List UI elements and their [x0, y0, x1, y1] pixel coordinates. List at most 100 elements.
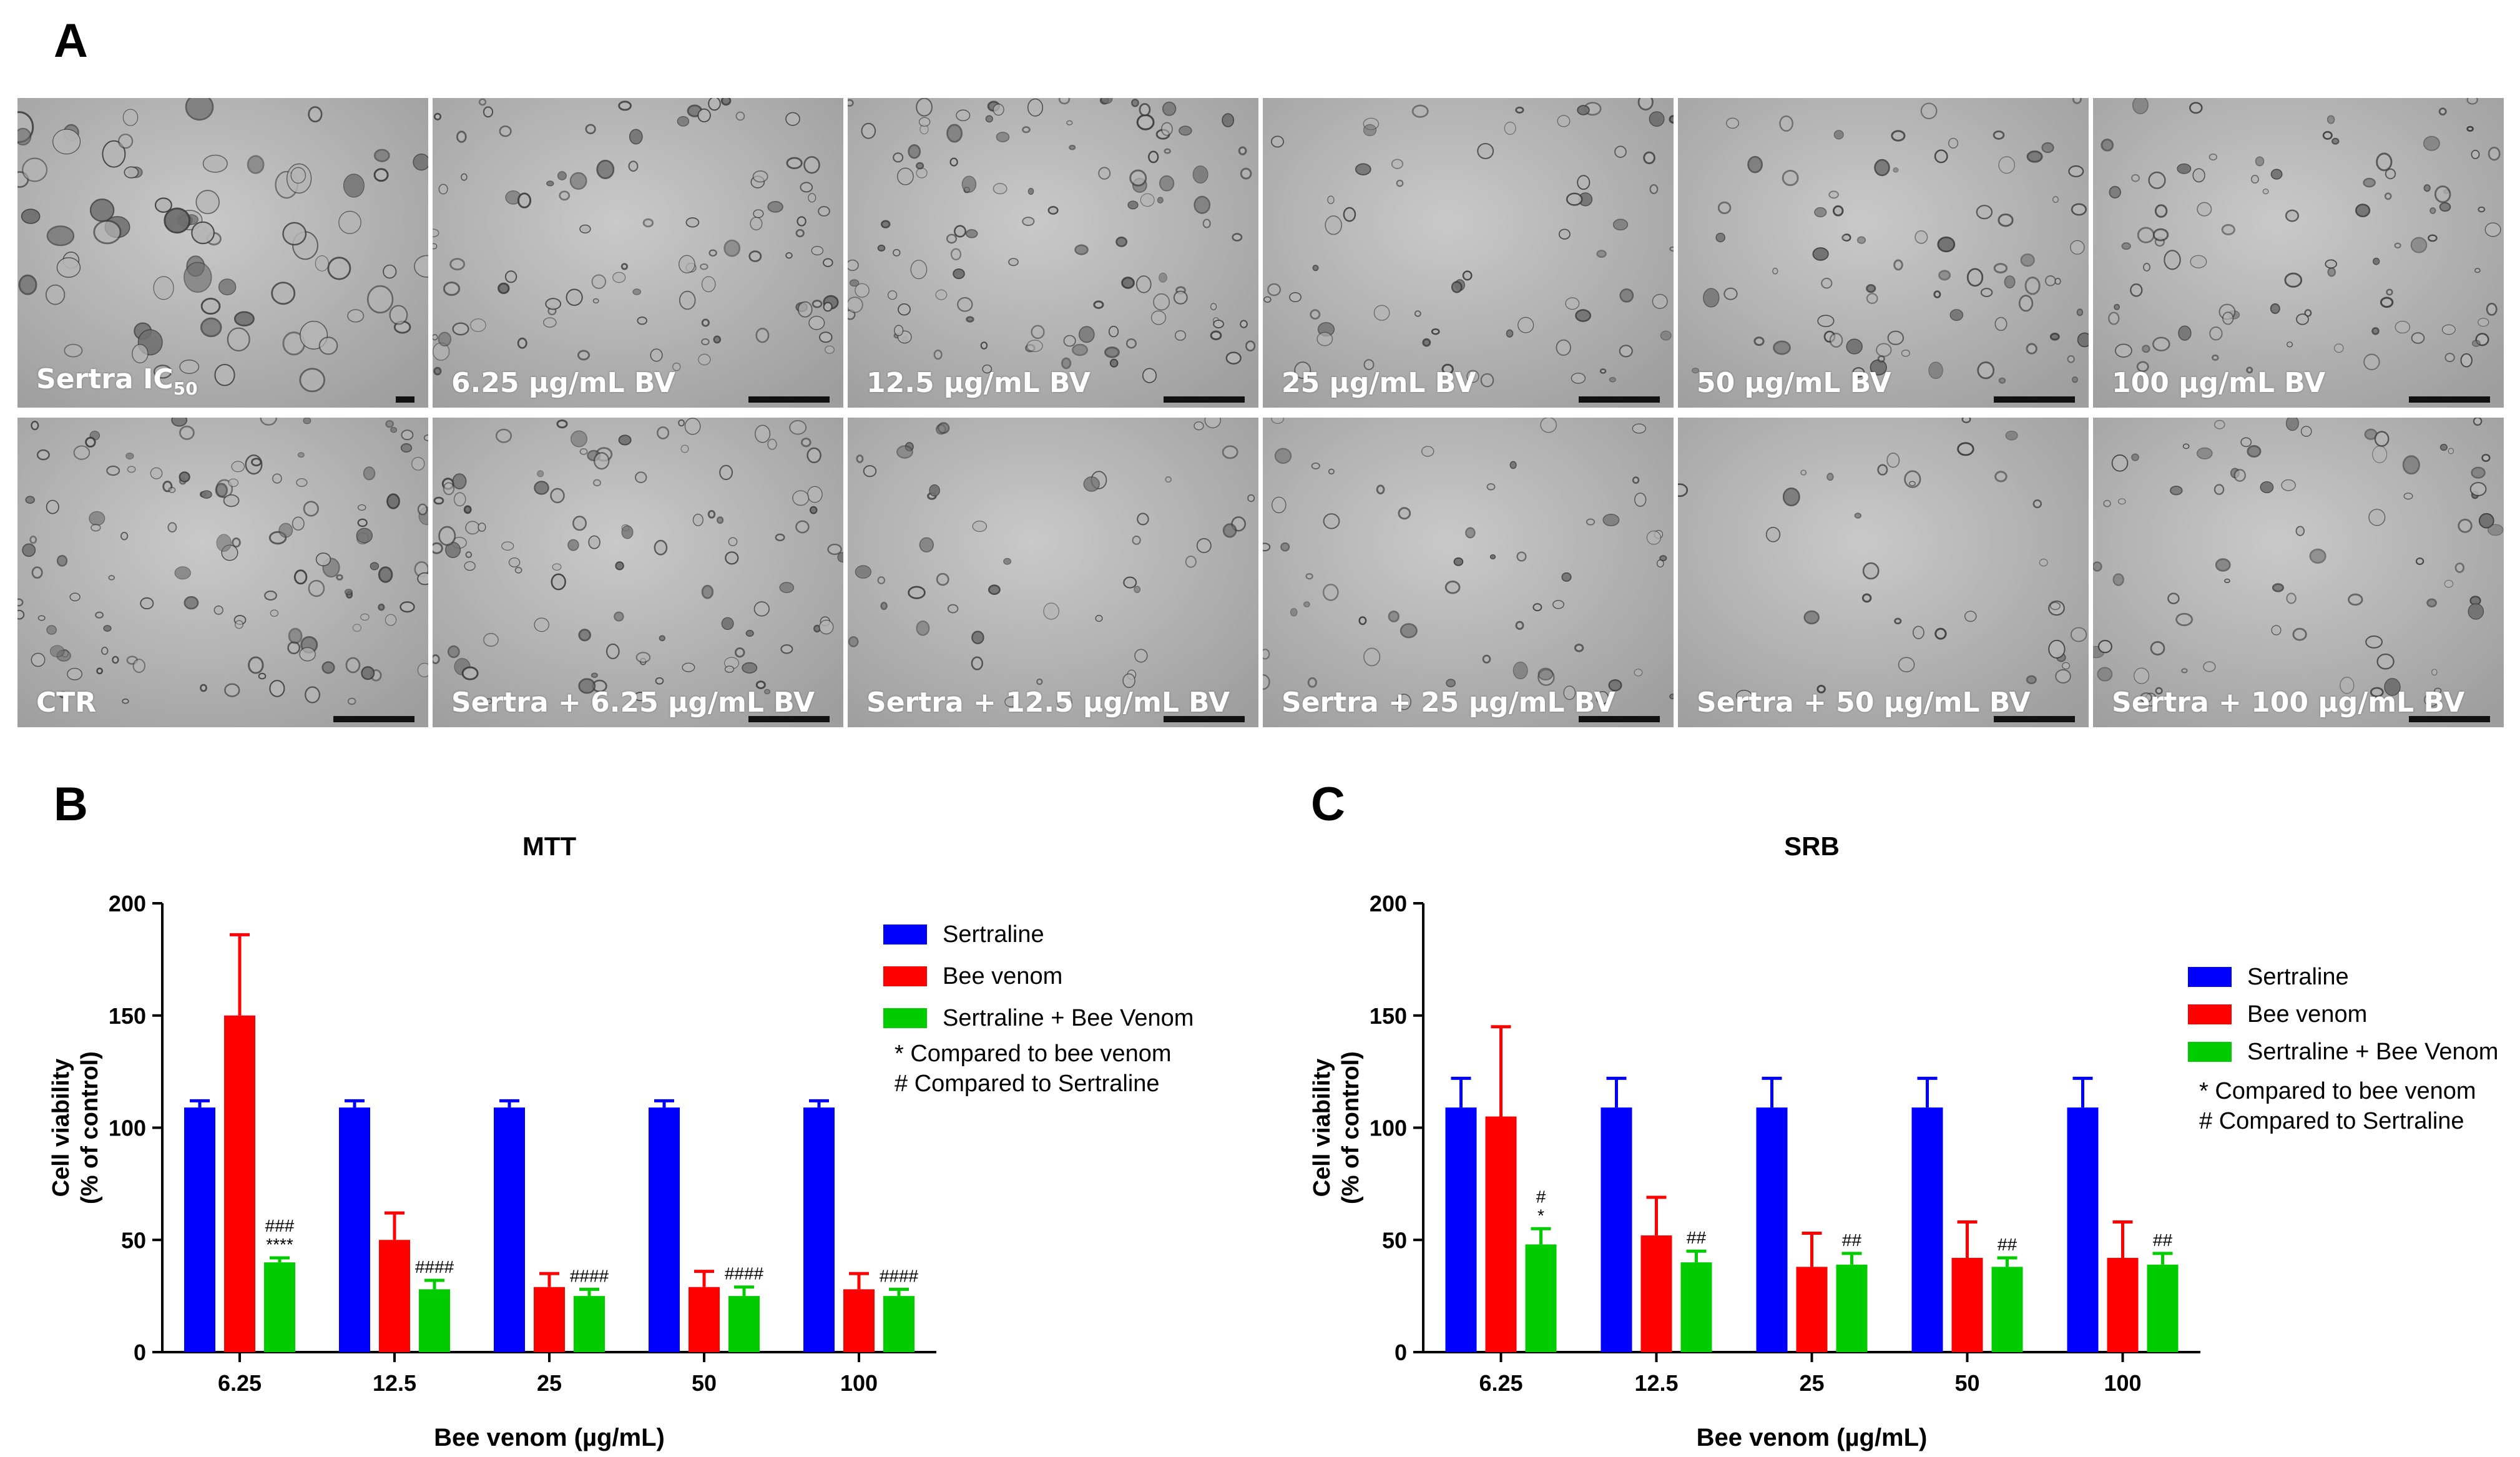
scale-bar [1164, 396, 1245, 403]
micrograph-label: 12.5 µg/mL BV [866, 367, 1091, 399]
x-axis-label: Bee venom (µg/mL) [434, 1424, 665, 1451]
micrograph-label: 6.25 µg/mL BV [451, 367, 675, 399]
micrograph-tile: 25 µg/mL BV [1263, 98, 1674, 408]
bar-2 [264, 1262, 295, 1352]
bar-0 [1756, 1107, 1788, 1352]
mtt-chart: MTT 0 50 100 150 200 Cell viability (% of contr… [48, 832, 1194, 1451]
y-axis-label: Cell viability [1309, 1059, 1335, 1197]
significance-marker: ## [2153, 1230, 2173, 1250]
micrograph-label: 25 µg/mL BV [1282, 367, 1476, 399]
micrograph-tile: Sertra + 50 µg/mL BV [1678, 418, 2089, 727]
y-tick-label: 0 [134, 1340, 146, 1365]
micrograph-label-text: 12.5 µg/mL BV [866, 367, 1091, 399]
micrograph-image [848, 418, 1258, 727]
bar-0 [1445, 1107, 1477, 1352]
scale-bar [1164, 716, 1245, 722]
micrograph-label-text: Sertra + 6.25 µg/mL BV [451, 687, 815, 719]
significance-marker: * [1537, 1205, 1544, 1225]
micrograph-label-text: 25 µg/mL BV [1282, 367, 1476, 399]
micrograph-label: 100 µg/mL BV [2112, 367, 2325, 399]
micrograph-label: Sertra + 12.5 µg/mL BV [866, 687, 1230, 719]
micrograph-label: Sertra + 50 µg/mL BV [1697, 687, 2031, 719]
x-tick-label: 6.25 [218, 1370, 262, 1396]
legend-note: * Compared to bee venom [895, 1041, 1172, 1067]
y-tick-label: 200 [1370, 891, 1407, 916]
legend-note: # Compared to Sertraline [895, 1071, 1160, 1097]
micrograph-label: 50 µg/mL BV [1697, 367, 1891, 399]
legend-label: Sertraline [943, 921, 1044, 948]
scale-bar [2409, 716, 2490, 722]
bar-1 [224, 1015, 255, 1352]
bar-1 [379, 1240, 410, 1352]
panel-label-a: A [54, 14, 88, 67]
x-tick-label: 25 [1799, 1370, 1824, 1396]
micrograph-tile: Sertra + 25 µg/mL BV [1263, 418, 1674, 727]
micrograph-label-text: Sertra + 25 µg/mL BV [1282, 687, 1615, 719]
legend-label: Sertraline + Bee Venom [943, 1005, 1194, 1031]
y-axis-label-units: (% of control) [77, 1051, 103, 1204]
bar-0 [1911, 1107, 1943, 1352]
legend-label: Sertraline [2247, 964, 2349, 990]
significance-marker: #### [880, 1266, 919, 1285]
micrograph-tile: Sertra + 6.25 µg/mL BV [433, 418, 843, 727]
bar-2 [1991, 1267, 2023, 1352]
significance-marker: **** [266, 1235, 293, 1254]
bar-2 [574, 1296, 605, 1352]
y-tick-label: 50 [121, 1227, 146, 1253]
x-tick-label: 100 [2104, 1370, 2141, 1396]
x-tick-label: 12.5 [373, 1370, 416, 1396]
scale-bar [333, 716, 414, 722]
significance-marker: #### [570, 1266, 609, 1285]
bar-2 [1836, 1264, 1868, 1352]
x-tick-label: 100 [840, 1370, 878, 1396]
micrograph-tile: Sertra IC50 [17, 98, 428, 408]
scale-bar [1579, 716, 1660, 722]
micrograph-image [2093, 98, 2504, 408]
micrograph-label-text: 50 µg/mL BV [1697, 367, 1891, 399]
x-tick-label: 50 [692, 1370, 717, 1396]
legend-label: Sertraline + Bee Venom [2247, 1039, 2498, 1065]
significance-marker: #### [725, 1264, 764, 1283]
significance-marker: #### [415, 1257, 454, 1277]
scale-bar [2409, 396, 2490, 403]
legend-swatch [883, 925, 927, 944]
bar-1 [843, 1289, 875, 1352]
significance-marker: # [1536, 1187, 1546, 1206]
micrograph-label-text: Sertra + 50 µg/mL BV [1697, 687, 2031, 719]
micrograph-tile: Sertra + 100 µg/mL BV [2093, 418, 2504, 727]
bar-2 [1680, 1262, 1712, 1352]
legend-note: * Compared to bee venom [2199, 1078, 2476, 1104]
y-tick-label: 150 [109, 1003, 146, 1029]
micrograph-image [17, 98, 428, 408]
y-tick-label: 200 [109, 891, 146, 916]
x-axis-label: Bee venom (µg/mL) [1697, 1424, 1928, 1451]
bar-1 [1796, 1267, 1828, 1352]
legend-swatch [2188, 1042, 2232, 1062]
y-tick-label: 150 [1370, 1003, 1407, 1029]
micrograph-label-text: 6.25 µg/mL BV [451, 367, 675, 399]
scale-bar [1994, 396, 2075, 403]
micrograph-label: CTR [36, 687, 96, 719]
y-tick-label: 0 [1395, 1340, 1407, 1365]
legend-label: Bee venom [2247, 1001, 2367, 1028]
bar-1 [2107, 1258, 2139, 1352]
micrograph-image [17, 418, 428, 727]
panel-label-c: C [1311, 778, 1345, 831]
micrograph-label: Sertra + 100 µg/mL BV [2112, 687, 2464, 719]
bar-2 [728, 1296, 760, 1352]
bar-1 [1640, 1235, 1672, 1352]
srb-chart: SRB 0 50 100 150 200 Cell viability (% of contr… [1309, 832, 2498, 1451]
micrograph-image [848, 98, 1258, 408]
bar-0 [339, 1107, 370, 1352]
bar-0 [1601, 1107, 1632, 1352]
micrograph-label-text: Sertra + 100 µg/mL BV [2112, 687, 2465, 719]
micrograph-image [1678, 418, 2089, 727]
micrograph-label: Sertra + 6.25 µg/mL BV [451, 687, 815, 719]
micrograph-label-text: CTR [36, 687, 97, 719]
scale-bar [748, 716, 830, 722]
bar-1 [689, 1287, 720, 1352]
significance-marker: ## [1687, 1228, 1707, 1247]
micrograph-image [1678, 98, 2089, 408]
panel-label-b: B [54, 778, 88, 831]
bar-2 [2147, 1264, 2179, 1352]
